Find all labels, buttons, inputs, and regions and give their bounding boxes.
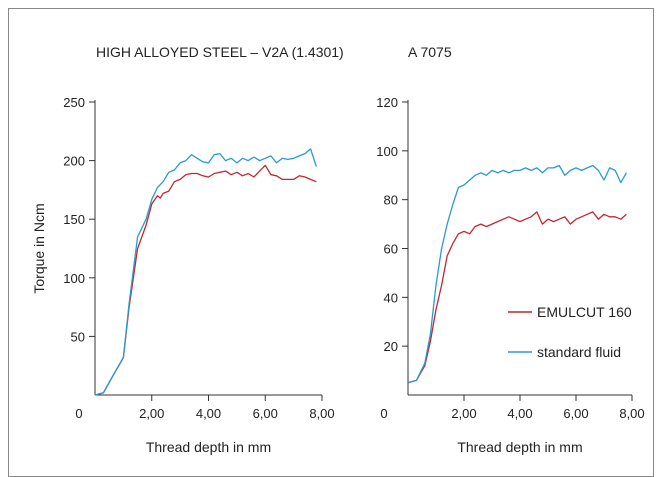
- y-tick-label: 200: [63, 154, 85, 169]
- x-tick-label: 8,00: [619, 406, 644, 421]
- y-tick-label: 250: [63, 95, 85, 110]
- y-axis-label: Torque in Ncm: [31, 203, 47, 293]
- series-line-emulcut-160: [94, 164, 317, 396]
- y-tick-label: 100: [376, 144, 398, 159]
- origin-label: 0: [75, 406, 82, 421]
- legend-entry-label: EMULCUT 160: [537, 304, 632, 320]
- chart-panel-1: HIGH ALLOYED STEEL – V2A (1.4301) 50 100 15…: [31, 44, 344, 455]
- x-axis-label: Thread depth in mm: [146, 439, 271, 455]
- y-tick-label: 50: [71, 329, 85, 344]
- x-tick-label: 4,00: [196, 406, 221, 421]
- y-tick-label: 120: [376, 95, 398, 110]
- series-line-standard-fluid: [407, 164, 627, 384]
- series-line-standard-fluid: [94, 148, 317, 396]
- legend-entry-label: standard fluid: [537, 344, 621, 360]
- y-tick-label: 100: [63, 271, 85, 286]
- x-axis-label: Thread depth in mm: [457, 439, 582, 455]
- chart-panel-2: A 7075 20 40 60 80 100 120 2,00 4,00 6,00 8,00 0 Thr…: [376, 44, 644, 455]
- x-tick-label: 4,00: [507, 406, 532, 421]
- chart-title: HIGH ALLOYED STEEL – V2A (1.4301): [96, 44, 344, 60]
- legend: EMULCUT 160 standard fluid: [508, 304, 632, 360]
- y-tick-label: 150: [63, 212, 85, 227]
- x-tick-label: 6,00: [563, 406, 588, 421]
- x-tick-label: 2,00: [139, 406, 164, 421]
- y-tick-label: 60: [384, 242, 398, 257]
- x-tick-label: 8,00: [309, 406, 334, 421]
- chart-title: A 7075: [408, 44, 452, 60]
- y-tick-label: 40: [384, 290, 398, 305]
- y-tick-label: 80: [384, 193, 398, 208]
- y-tick-label: 20: [384, 339, 398, 354]
- origin-label: 0: [380, 406, 387, 421]
- x-tick-label: 2,00: [451, 406, 476, 421]
- x-tick-label: 6,00: [253, 406, 278, 421]
- series-line-emulcut-160: [407, 211, 627, 384]
